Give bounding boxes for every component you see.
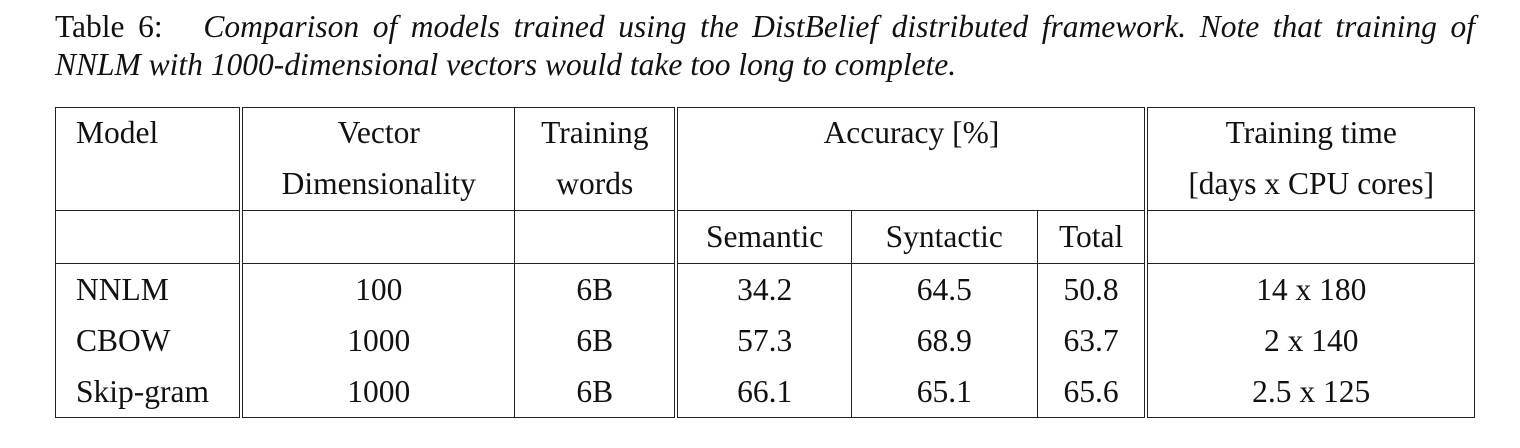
cell-time: 14 x 180 [1145,263,1476,315]
cell-dim: 1000 [240,315,516,366]
header-row-1: Model Vector Training Accuracy [%] Train… [55,107,1476,158]
header-total: Total [1036,210,1149,264]
subheader-blank-model [55,210,244,264]
cell-dim: 1000 [240,366,516,418]
subheader-row: Semantic Syntactic Total [55,210,1476,264]
cell-semantic: 66.1 [675,366,852,418]
results-table: Model Vector Training Accuracy [%] Train… [55,107,1476,418]
cell-words: 6B [514,315,679,366]
table-caption: Table 6: Comparison of models trained us… [55,8,1475,84]
table-row: Skip-gram 1000 6B 66.1 65.1 65.6 2.5 x 1… [55,366,1476,418]
cell-syntactic: 64.5 [850,263,1038,315]
subheader-blank-dim [240,210,516,264]
header-syntactic: Syntactic [850,210,1038,264]
header-training-1: Training [514,107,679,158]
cell-total: 65.6 [1036,366,1149,418]
cell-total: 63.7 [1036,315,1149,366]
cell-model: NNLM [55,263,244,315]
header-accuracy: Accuracy [%] [675,107,1149,158]
header-model: Model [55,107,244,158]
cell-syntactic: 65.1 [850,366,1038,418]
cell-semantic: 57.3 [675,315,852,366]
cell-syntactic: 68.9 [850,315,1038,366]
table-row: CBOW 1000 6B 57.3 68.9 63.7 2 x 140 [55,315,1476,366]
cell-words: 6B [514,366,679,418]
header-training-2: words [514,158,679,211]
cell-dim: 100 [240,263,516,315]
header-semantic: Semantic [675,210,852,264]
cell-time: 2.5 x 125 [1145,366,1476,418]
header-time-2: [days x CPU cores] [1145,158,1476,211]
cell-total: 50.8 [1036,263,1149,315]
header-accuracy-blank [675,158,1149,211]
header-vector-1: Vector [240,107,516,158]
cell-time: 2 x 140 [1145,315,1476,366]
subheader-blank-words [514,210,679,264]
table-row: NNLM 100 6B 34.2 64.5 50.8 14 x 180 [55,263,1476,315]
header-model-blank [55,158,244,211]
cell-words: 6B [514,263,679,315]
subheader-blank-time [1145,210,1476,264]
caption-text: Comparison of models trained using the D… [55,9,1475,82]
cell-semantic: 34.2 [675,263,852,315]
caption-label: Table 6: [55,9,163,44]
header-time-1: Training time [1145,107,1476,158]
cell-model: CBOW [55,315,244,366]
header-row-2: Dimensionality words [days x CPU cores] [55,158,1476,211]
cell-model: Skip-gram [55,366,244,418]
header-vector-2: Dimensionality [240,158,516,211]
